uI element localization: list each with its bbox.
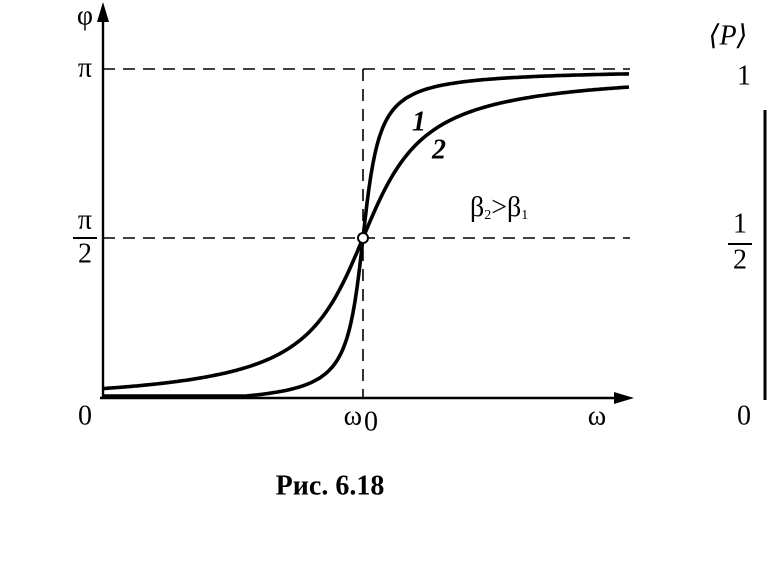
right-tick-top: 1 bbox=[737, 60, 751, 91]
tick-half-den: 2 bbox=[78, 238, 92, 269]
y-arrow bbox=[97, 2, 109, 22]
resonance-point bbox=[357, 232, 369, 244]
relation: > bbox=[491, 192, 507, 223]
right-tick-origin: 0 bbox=[737, 400, 751, 431]
condition: β2>β1 bbox=[470, 192, 528, 223]
curve-2 bbox=[102, 85, 630, 391]
curve-1 bbox=[103, 72, 629, 398]
right-tick-half-num: 1 bbox=[733, 208, 747, 239]
y-label: φ bbox=[77, 0, 93, 31]
omega0-sub: 0 bbox=[364, 406, 378, 437]
omega0-base: ω bbox=[344, 400, 362, 431]
x-label: ω bbox=[588, 400, 606, 431]
curve-1-label: 1 bbox=[412, 106, 426, 137]
beta: β bbox=[470, 192, 484, 223]
tick-half-num: π bbox=[78, 204, 92, 235]
beta: β bbox=[507, 192, 521, 223]
sub: 1 bbox=[521, 208, 528, 223]
sub: 2 bbox=[484, 208, 491, 223]
curve-2-label: 2 bbox=[431, 134, 446, 165]
tick-origin: 0 bbox=[78, 400, 92, 431]
right-tick-half-den: 2 bbox=[733, 244, 747, 275]
caption: Рис. 6.18 bbox=[276, 470, 385, 501]
right-y-label: ⟨P⟩ bbox=[709, 20, 748, 51]
tick-pi: π bbox=[78, 52, 92, 83]
x-arrow bbox=[614, 392, 634, 404]
